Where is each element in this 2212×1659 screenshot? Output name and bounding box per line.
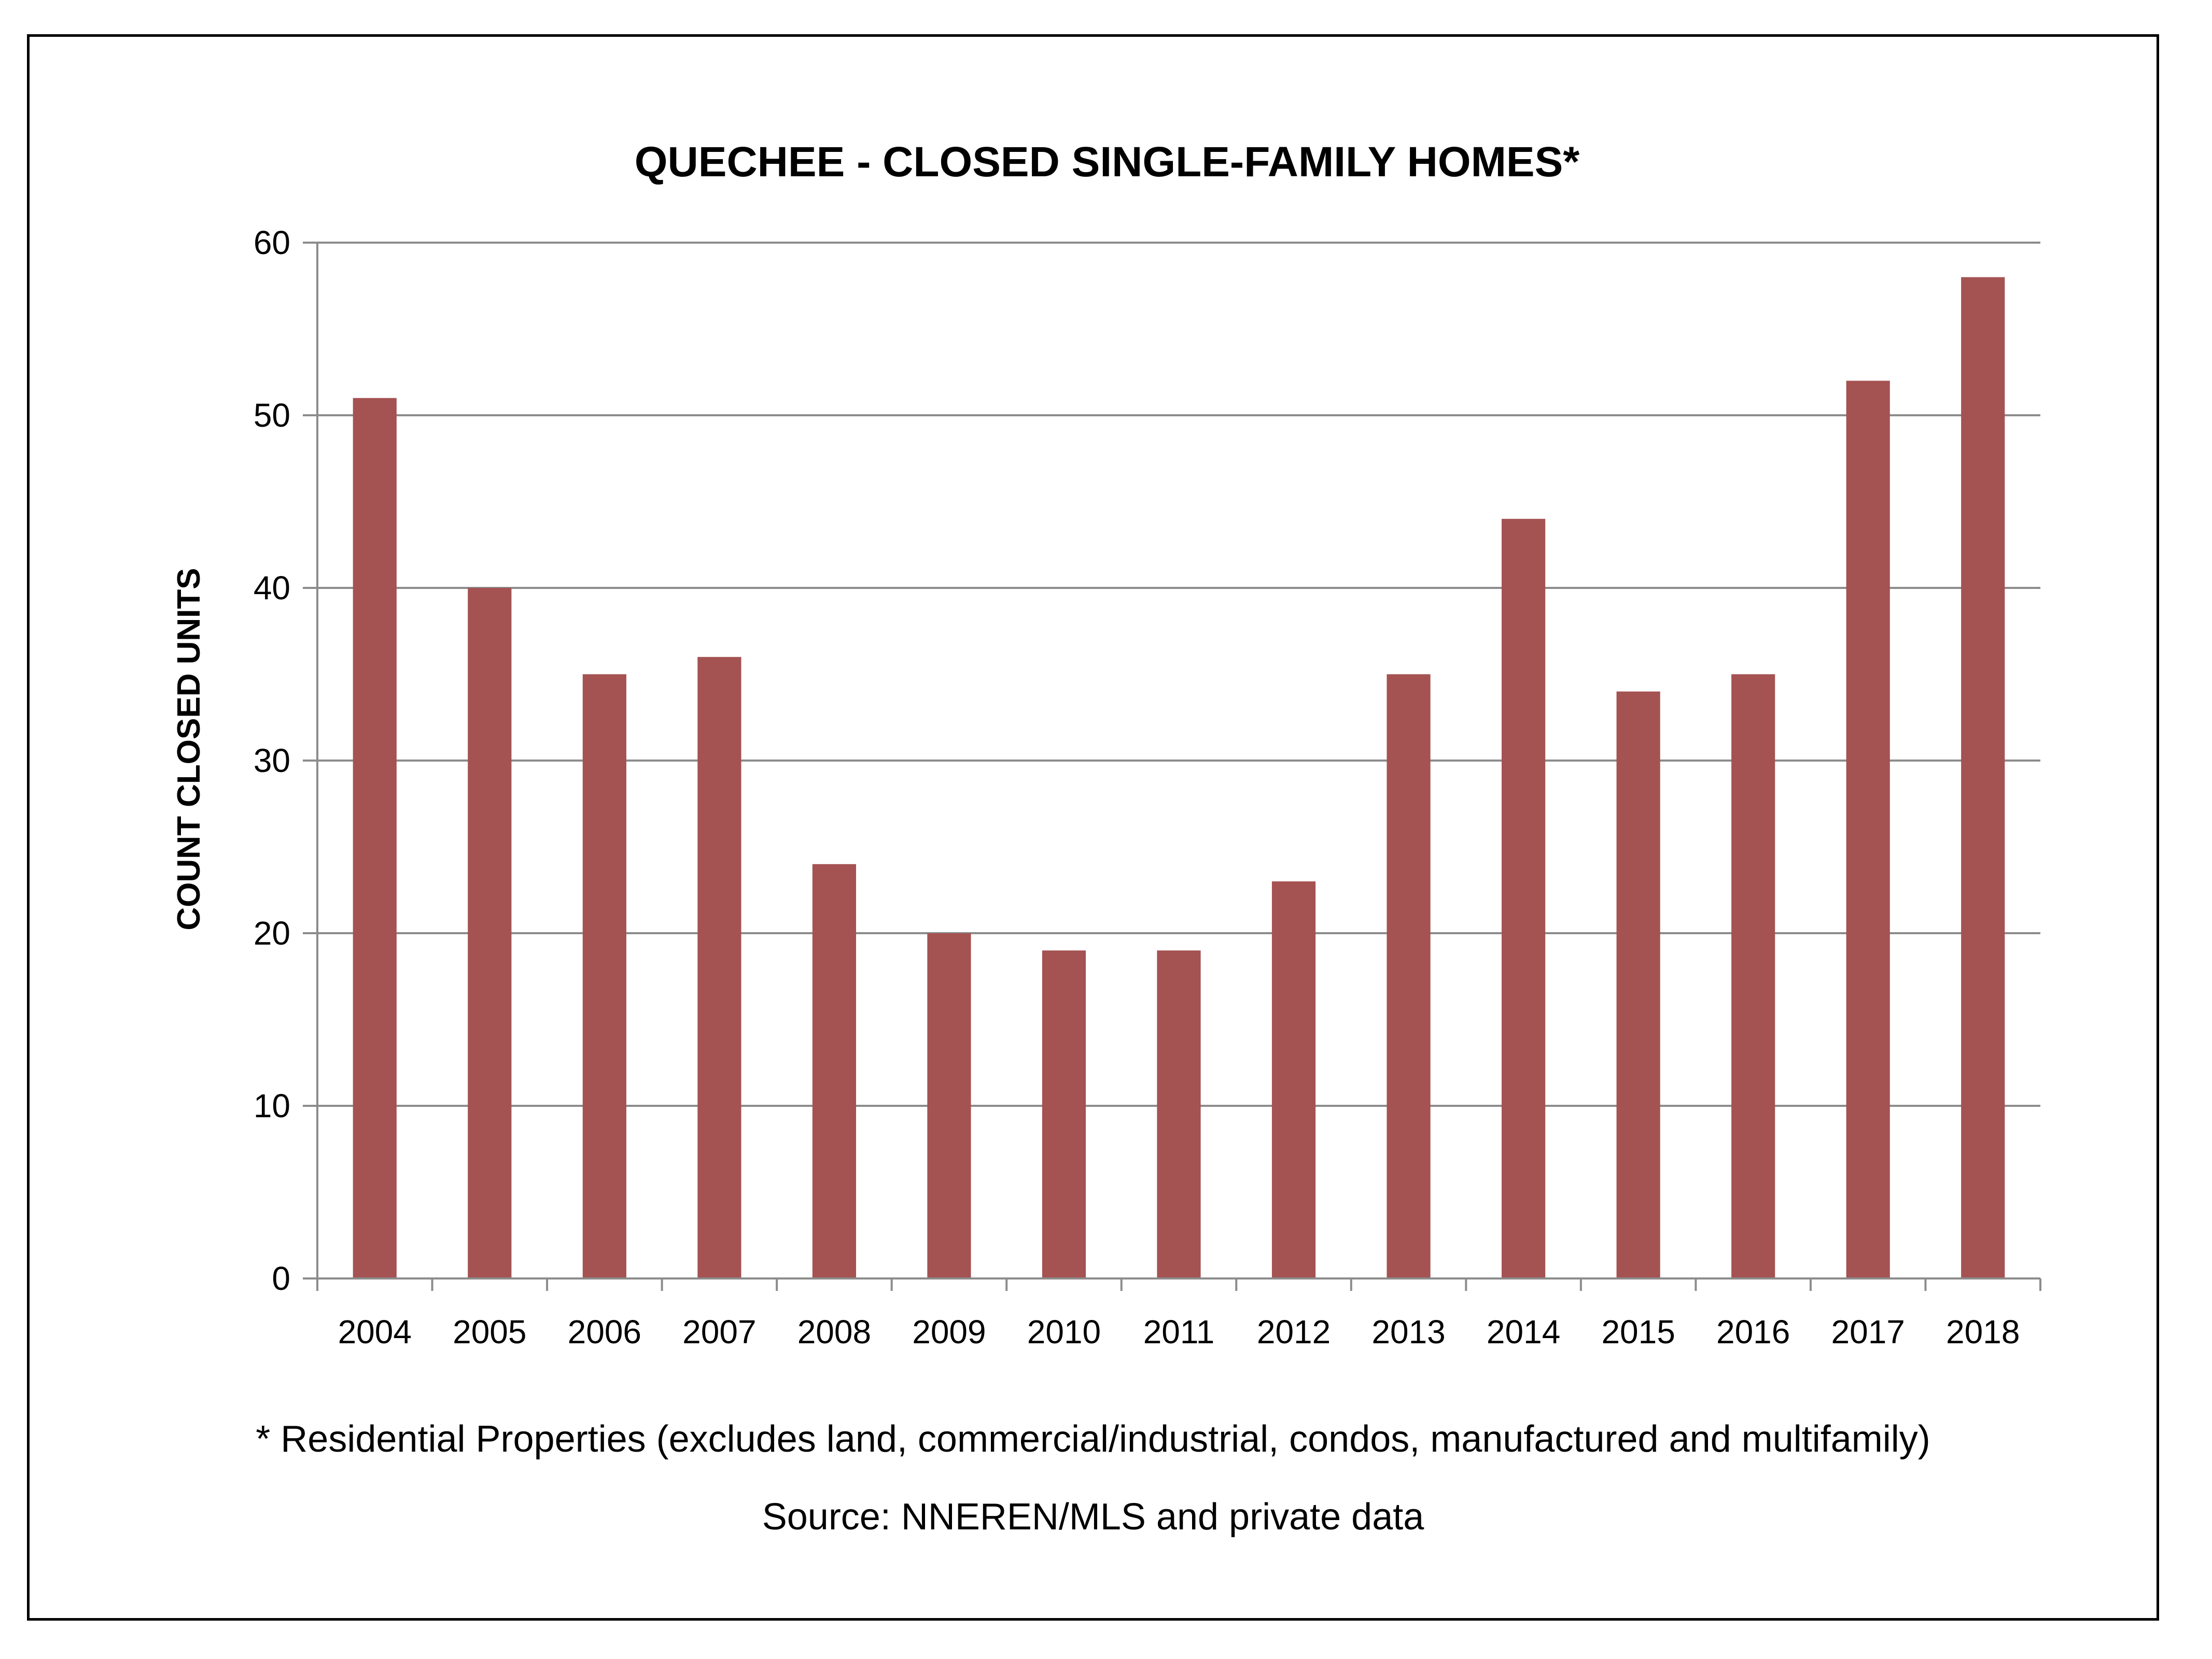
y-tick-label: 30 bbox=[254, 742, 290, 779]
x-tick-label: 2015 bbox=[1601, 1313, 1675, 1351]
bar-2018 bbox=[1961, 277, 2005, 1278]
bar-2015 bbox=[1616, 691, 1660, 1278]
source-note: Source: NNEREN/MLS and private data bbox=[762, 1496, 1424, 1538]
x-tick-label: 2011 bbox=[1143, 1313, 1215, 1351]
footnote: * Residential Properties (excludes land,… bbox=[256, 1418, 1930, 1460]
x-tick-label: 2004 bbox=[338, 1313, 412, 1351]
chart-border bbox=[27, 34, 2159, 1621]
x-tick-label: 2014 bbox=[1487, 1313, 1560, 1351]
bar-2017 bbox=[1846, 381, 1890, 1278]
x-tick-label: 2018 bbox=[1946, 1313, 2020, 1351]
x-tick-label: 2012 bbox=[1257, 1313, 1331, 1351]
x-tick-label: 2016 bbox=[1716, 1313, 1790, 1351]
bar-2010 bbox=[1042, 950, 1086, 1278]
x-tick-label: 2009 bbox=[912, 1313, 986, 1351]
bar-2011 bbox=[1157, 950, 1201, 1278]
y-tick-label: 10 bbox=[254, 1087, 290, 1124]
tick-labels: 0 10 20 30 40 50 60 2004 2005 2006 2007 2008 2009 201… bbox=[254, 224, 2020, 1351]
bars bbox=[353, 277, 2005, 1279]
bar-2004 bbox=[353, 398, 397, 1279]
bar-2014 bbox=[1502, 518, 1546, 1278]
y-tick-label: 40 bbox=[254, 569, 290, 607]
x-tick-label: 2008 bbox=[797, 1313, 871, 1351]
y-axis-label: COUNT CLOSED UNITS bbox=[171, 568, 207, 930]
bar-2009 bbox=[927, 933, 971, 1278]
bar-2008 bbox=[812, 864, 856, 1278]
x-tick-label: 2010 bbox=[1027, 1313, 1101, 1351]
y-tick-label: 50 bbox=[254, 397, 290, 434]
bar-2012 bbox=[1271, 881, 1316, 1278]
x-tick-label: 2013 bbox=[1371, 1313, 1445, 1351]
bar-2006 bbox=[582, 674, 626, 1278]
x-tick-label: 2005 bbox=[453, 1313, 526, 1351]
y-tick-label: 60 bbox=[254, 224, 290, 261]
bar-2013 bbox=[1387, 674, 1431, 1278]
x-tick-label: 2007 bbox=[682, 1313, 756, 1351]
x-tick-label: 2017 bbox=[1831, 1313, 1905, 1351]
bar-2005 bbox=[468, 588, 512, 1278]
bar-2016 bbox=[1731, 674, 1775, 1278]
y-tick-label: 20 bbox=[254, 915, 290, 952]
y-tick-label: 0 bbox=[272, 1260, 290, 1297]
chart-title: QUECHEE - CLOSED SINGLE-FAMILY HOMES* bbox=[635, 138, 1580, 186]
axes bbox=[303, 242, 2041, 1291]
x-tick-label: 2006 bbox=[568, 1313, 641, 1351]
bar-2007 bbox=[697, 657, 741, 1278]
